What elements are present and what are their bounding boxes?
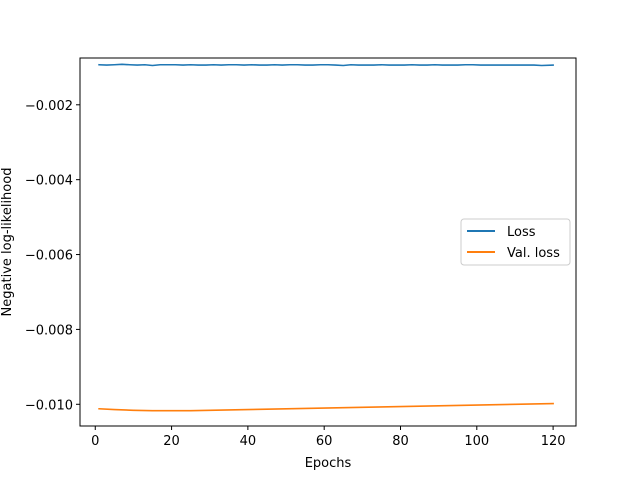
y-tick-label: −0.002 <box>25 99 73 114</box>
series-line-val-loss <box>98 402 554 412</box>
x-tick-label: 20 <box>163 434 180 449</box>
axes-frame <box>79 57 577 427</box>
x-tick-label: 120 <box>541 434 566 449</box>
x-axis: 0 20 40 60 80 100 120 <box>91 426 566 449</box>
x-axis-title: Epochs <box>305 456 352 471</box>
y-tick-label: −0.006 <box>25 249 73 264</box>
series-line-loss <box>98 63 554 67</box>
x-tick-label: 0 <box>91 434 99 449</box>
y-axis-title: Negative log-likelihood <box>0 168 15 317</box>
x-tick-label: 40 <box>240 434 257 449</box>
series-layer <box>98 63 554 412</box>
legend-label-loss: Loss <box>507 225 536 240</box>
x-tick-label: 60 <box>316 434 333 449</box>
legend-label-val-loss: Val. loss <box>507 246 560 261</box>
x-tick-label: 100 <box>464 434 489 449</box>
y-tick-label: −0.010 <box>25 398 73 413</box>
y-axis: −0.002 −0.004 −0.006 −0.008 −0.010 <box>25 99 80 413</box>
y-tick-label: −0.008 <box>25 323 73 338</box>
y-tick-label: −0.004 <box>25 174 73 189</box>
x-tick-label: 80 <box>392 434 409 449</box>
legend: Loss Val. loss <box>460 218 571 266</box>
